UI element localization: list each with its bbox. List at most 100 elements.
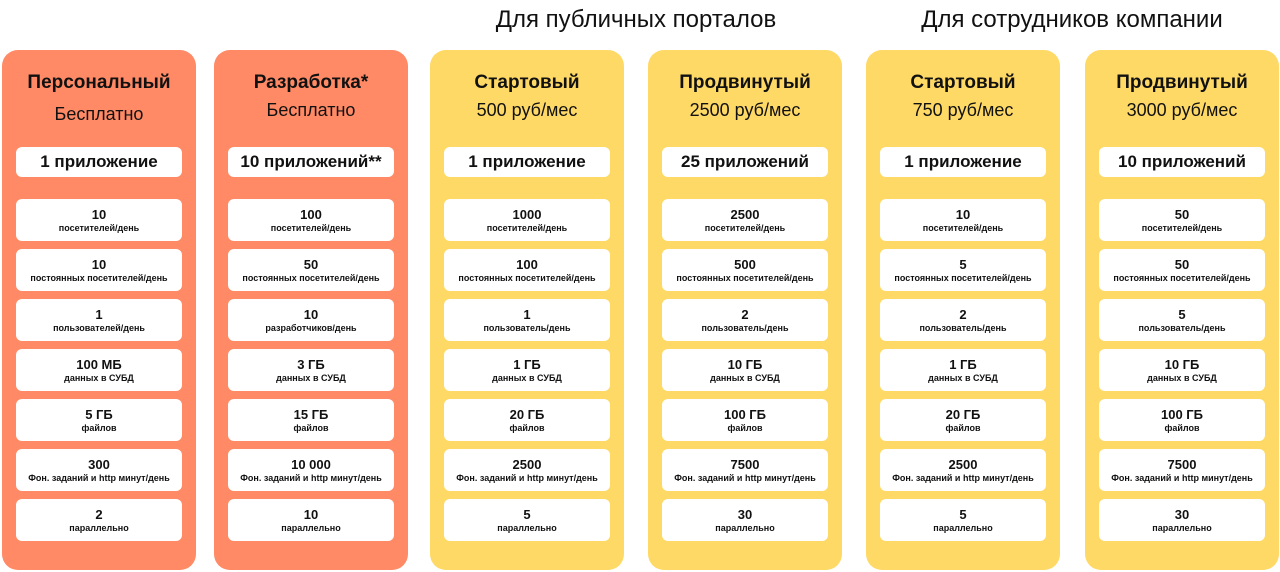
metric-label: пользователь/день <box>483 323 571 333</box>
metric-label: Фон. заданий и http минут/день <box>456 473 598 483</box>
metric-label: постоянных посетителей/день <box>458 273 596 283</box>
plan-metric: 5 ГБ файлов <box>16 399 182 441</box>
plan-metric: 2500 посетителей/день <box>662 199 828 241</box>
metric-label: Фон. заданий и http минут/день <box>674 473 816 483</box>
plan-metric: 1000 посетителей/день <box>444 199 610 241</box>
metric-label: посетителей/день <box>486 223 568 233</box>
metric-label: файлов <box>293 423 329 433</box>
plan-name: Продвинутый <box>679 72 811 93</box>
metric-label: посетителей/день <box>922 223 1004 233</box>
plan-metric: 1 ГБ данных в СУБД <box>444 349 610 391</box>
plan-price: 750 руб/мес <box>912 100 1014 120</box>
plan-card: Стартовый 500 руб/мес 1 приложение 1000 посе… <box>430 50 624 570</box>
plan-metric: 5 параллельно <box>444 499 610 541</box>
metric-value: 2 <box>741 307 749 322</box>
metric-value: 10 ГБ <box>727 357 763 372</box>
metric-value: 10 <box>91 207 107 222</box>
group-title-company-employees: Для сотрудников компании <box>921 6 1223 33</box>
metric-value: 2500 <box>730 207 760 222</box>
plan-metric: 500 постоянных посетителей/день <box>662 249 828 291</box>
plan-metric: 100 постоянных посетителей/день <box>444 249 610 291</box>
plan-metric: 50 посетителей/день <box>1099 199 1265 241</box>
metric-value: 10 <box>91 257 107 272</box>
plan-price: 500 руб/мес <box>476 100 578 120</box>
metric-label: данных в СУБД <box>928 373 998 383</box>
metric-label: параллельно <box>933 523 993 533</box>
plan-card: Продвинутый 2500 руб/мес 25 приложений 2500… <box>648 50 842 570</box>
metric-value: 1 <box>523 307 531 322</box>
metric-value: 100 <box>300 207 322 222</box>
plan-metric: 10 постоянных посетителей/день <box>16 249 182 291</box>
plan-metric: 50 постоянных посетителей/день <box>1099 249 1265 291</box>
metric-value: 100 ГБ <box>723 407 766 422</box>
plan-apps-count: 1 приложение <box>444 147 610 177</box>
plan-metric: 7500 Фон. заданий и http минут/день <box>1099 449 1265 491</box>
plan-metric: 10 000 Фон. заданий и http минут/день <box>228 449 394 491</box>
metric-value: 1 <box>95 307 103 322</box>
metric-value: 10 <box>303 507 319 522</box>
metric-value: 500 <box>734 257 756 272</box>
metric-value: 100 <box>516 257 538 272</box>
metric-value: 50 <box>1174 207 1190 222</box>
metric-label: постоянных посетителей/день <box>894 273 1032 283</box>
plan-apps-count: 1 приложение <box>16 147 182 177</box>
plan-metric: 1 пользователей/день <box>16 299 182 341</box>
plan-name: Стартовый <box>474 72 580 93</box>
plan-price: 2500 руб/мес <box>689 100 801 120</box>
metric-label: файлов <box>1164 423 1200 433</box>
metric-label: файлов <box>727 423 763 433</box>
plan-metric: 5 параллельно <box>880 499 1046 541</box>
metric-label: посетителей/день <box>704 223 786 233</box>
metric-value: 20 ГБ <box>509 407 545 422</box>
metric-label: посетителей/день <box>270 223 352 233</box>
metric-label: данных в СУБД <box>710 373 780 383</box>
metric-label: Фон. заданий и http минут/день <box>1111 473 1253 483</box>
plan-metric: 2 пользователь/день <box>662 299 828 341</box>
metric-value: 30 <box>1174 507 1190 522</box>
metric-label: пользователь/день <box>701 323 789 333</box>
plan-card: Разработка* Бесплатно 10 приложений** 100 по… <box>214 50 408 570</box>
metric-label: параллельно <box>497 523 557 533</box>
plan-metric: 10 параллельно <box>228 499 394 541</box>
plan-metric: 2500 Фон. заданий и http минут/день <box>880 449 1046 491</box>
plan-card: Продвинутый 3000 руб/мес 10 приложений 50 по… <box>1085 50 1279 570</box>
metric-value: 5 <box>1178 307 1186 322</box>
metric-value: 1 ГБ <box>513 357 541 372</box>
metric-label: посетителей/день <box>58 223 140 233</box>
plan-metric: 10 посетителей/день <box>16 199 182 241</box>
plan-apps-count: 10 приложений <box>1099 147 1265 177</box>
plan-metric: 15 ГБ файлов <box>228 399 394 441</box>
plan-metric: 5 постоянных посетителей/день <box>880 249 1046 291</box>
metric-value: 10 <box>955 207 971 222</box>
plan-name: Разработка* <box>253 72 369 93</box>
metric-value: 5 <box>959 257 967 272</box>
plan-card: Персональный Бесплатно 1 приложение 10 посет… <box>2 50 196 570</box>
metric-value: 2 <box>95 507 103 522</box>
plan-metric: 50 постоянных посетителей/день <box>228 249 394 291</box>
plan-metric: 7500 Фон. заданий и http минут/день <box>662 449 828 491</box>
metric-value: 5 <box>523 507 531 522</box>
metric-label: файлов <box>509 423 545 433</box>
plan-price: 3000 руб/мес <box>1126 100 1238 120</box>
plan-metric: 20 ГБ файлов <box>880 399 1046 441</box>
group-title-public-portals: Для публичных порталов <box>495 6 777 33</box>
plan-metric: 3 ГБ данных в СУБД <box>228 349 394 391</box>
metric-label: пользователь/день <box>919 323 1007 333</box>
metric-label: посетителей/день <box>1141 223 1223 233</box>
plan-metric: 1 ГБ данных в СУБД <box>880 349 1046 391</box>
metric-label: постоянных посетителей/день <box>30 273 168 283</box>
metric-value: 100 ГБ <box>1160 407 1203 422</box>
metric-label: постоянных посетителей/день <box>1113 273 1251 283</box>
plan-metric: 30 параллельно <box>1099 499 1265 541</box>
metric-label: параллельно <box>715 523 775 533</box>
metric-label: данных в СУБД <box>1147 373 1217 383</box>
metric-value: 10 000 <box>291 457 331 472</box>
plan-metric: 20 ГБ файлов <box>444 399 610 441</box>
plan-metric: 1 пользователь/день <box>444 299 610 341</box>
plan-metric: 10 разработчиков/день <box>228 299 394 341</box>
metric-value: 100 МБ <box>76 357 122 372</box>
metric-value: 50 <box>1174 257 1190 272</box>
metric-value: 15 ГБ <box>293 407 329 422</box>
plan-metric: 10 ГБ данных в СУБД <box>662 349 828 391</box>
plan-metric: 100 МБ данных в СУБД <box>16 349 182 391</box>
